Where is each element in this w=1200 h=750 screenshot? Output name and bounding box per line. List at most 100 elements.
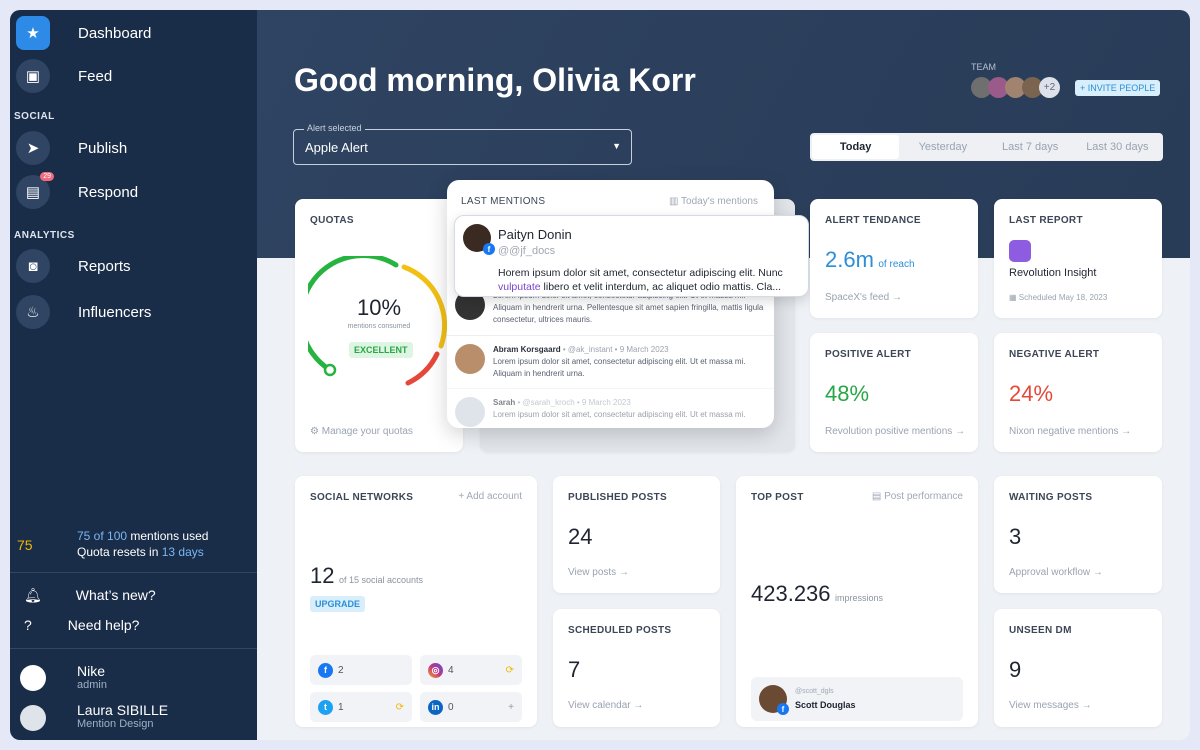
card-title: PUBLISHED POSTS: [568, 492, 667, 503]
manage-quotas-link[interactable]: ⚙ Manage your quotas: [310, 426, 413, 437]
spacex-feed-link[interactable]: SpaceX's feed →: [825, 292, 902, 303]
gauge-green: [308, 256, 399, 373]
card-title: ALERT TENDANCE: [825, 215, 921, 226]
network-linkedin[interactable]: in 0 +: [420, 692, 522, 722]
linkedin-icon: in: [428, 699, 443, 715]
label: Influencers: [78, 303, 152, 321]
mention-date: 9 March 2023: [619, 345, 669, 354]
facebook-icon: f: [318, 662, 333, 678]
count: 4: [448, 664, 454, 676]
chevron-down-icon: ▼: [612, 141, 621, 151]
sync-icon[interactable]: ⟳: [395, 701, 404, 713]
send-icon: ➤: [16, 131, 50, 165]
app-window: ★ Dashboard ▣ Feed SOCIAL ➤ Publish ▤ 29 Resp…: [10, 10, 1190, 740]
sidebar-item-influencers[interactable]: ♨ Influencers: [16, 295, 151, 329]
add-icon[interactable]: +: [508, 701, 514, 713]
count: 0: [448, 701, 454, 713]
view-messages-link[interactable]: View messages →: [1009, 700, 1092, 711]
mention-name: Sarah: [493, 398, 516, 407]
team-avatars[interactable]: +2: [971, 77, 1060, 98]
mention-item[interactable]: Abram Korsgaard • @ak_instant • 9 March …: [447, 335, 774, 388]
user-profile[interactable]: Laura SIBILLE Mention Design: [77, 702, 168, 730]
card-title: UNSEEN DM: [1009, 625, 1072, 636]
todays-mentions-link[interactable]: ▥ Today's mentions: [669, 196, 758, 207]
unseen-dm-card: UNSEEN DM 9 View messages →: [994, 609, 1162, 727]
negative-mentions-link[interactable]: Nixon negative mentions →: [1009, 426, 1132, 437]
mention-text: Lorem ipsum dolor sit amet, consectetur …: [493, 410, 746, 419]
mention-handle: @ak_instant: [567, 345, 613, 354]
impressions-unit: impressions: [834, 593, 883, 603]
tab-yesterday[interactable]: Yesterday: [918, 141, 968, 153]
text: libero et velit interdum, ac aliquet odi…: [540, 281, 782, 293]
quota-used: 75 of 100: [77, 529, 128, 543]
alert-select[interactable]: Alert selected Apple Alert ▼: [293, 123, 632, 165]
reach-unit: of reach: [878, 259, 915, 270]
tab-today[interactable]: Today: [812, 135, 900, 159]
count: 1: [338, 701, 344, 713]
author-name: Scott Douglas: [795, 700, 856, 710]
sidebar-item-feed[interactable]: ▣ Feed: [16, 59, 112, 93]
whats-new-link[interactable]: 🔔︎ What’s new?: [24, 587, 156, 604]
highlight: vulputate: [498, 281, 541, 293]
social-networks-card: SOCIAL NETWORKS + Add account 12 of 15 s…: [295, 476, 537, 727]
card-title: SOCIAL NETWORKS: [310, 492, 414, 503]
card-title: LAST MENTIONS: [461, 196, 546, 207]
top-post-author[interactable]: f @scott_dgls Scott Douglas: [751, 677, 963, 721]
positive-alert-card: POSITIVE ALERT 48% Revolution positive m…: [810, 333, 978, 452]
last-report-card: LAST REPORT Revolution Insight ▦ Schedul…: [994, 199, 1162, 318]
sidebar-item-dashboard[interactable]: ★ Dashboard: [16, 16, 151, 50]
scheduled-value: 7: [568, 657, 581, 682]
quota-used-suffix: mentions used: [127, 529, 209, 543]
mention-item[interactable]: Sarah • @sarah_kroch • 9 March 2023 Lorem…: [447, 388, 774, 428]
top-post-card: TOP POST ▤ Post performance 423.236 impr…: [736, 476, 978, 727]
approval-workflow-link[interactable]: Approval workflow →: [1009, 567, 1103, 578]
network-instagram[interactable]: ◎ 4 ⟳: [420, 655, 522, 685]
avatar: [455, 397, 485, 427]
post-performance-link[interactable]: ▤ Post performance: [871, 491, 963, 502]
page-title: Good morning, Olivia Korr: [294, 62, 696, 98]
avatar: [1022, 77, 1043, 98]
flame-icon: ♨: [16, 295, 50, 329]
quota-sub: mentions consumed: [347, 323, 411, 330]
invite-people-button[interactable]: + INVITE PEOPLE: [1075, 80, 1161, 96]
featured-mention[interactable]: f Paityn Donin @@jf_docs Horem ipsum dol…: [454, 215, 809, 297]
upgrade-button[interactable]: UPGRADE: [310, 596, 366, 612]
quota-gauge: [308, 256, 448, 386]
gauge-red: [405, 351, 440, 386]
respond-badge: 29: [40, 172, 54, 181]
team-label: TEAM: [971, 62, 997, 72]
view-calendar-link[interactable]: View calendar →: [568, 700, 644, 711]
negative-value: 24%: [1009, 381, 1054, 406]
sidebar-item-respond[interactable]: ▤ 29 Respond: [16, 172, 138, 209]
network-twitter[interactable]: t 1 ⟳: [310, 692, 412, 722]
view-posts-link[interactable]: View posts →: [568, 567, 629, 578]
alert-select-label: Alert selected: [304, 123, 365, 133]
sidebar-item-publish[interactable]: ➤ Publish: [16, 131, 127, 165]
mention-text: Lorem ipsum dolor sit amet, consectetur …: [493, 357, 746, 378]
sidebar-item-reports[interactable]: ◙ Reports: [16, 249, 131, 283]
tab-last-30-days[interactable]: Last 30 days: [1086, 141, 1149, 153]
card-title: LAST REPORT: [1009, 215, 1083, 226]
report-name[interactable]: Revolution Insight: [1009, 267, 1097, 279]
help-link[interactable]: ? Need help?: [24, 617, 139, 633]
label: Reports: [78, 257, 131, 275]
label: Feed: [78, 67, 113, 85]
mention-text: Horem ipsum dolor sit amet, consectetur …: [498, 266, 802, 294]
account-switcher[interactable]: Nike admin: [77, 663, 107, 691]
label: Manage your quotas: [321, 426, 413, 437]
user-org: Mention Design: [77, 718, 154, 730]
published-value: 24: [568, 524, 593, 549]
divider: [10, 648, 257, 649]
add-account-button[interactable]: + Add account: [458, 491, 522, 502]
account-name: Nike: [77, 663, 106, 679]
tab-last-7-days[interactable]: Last 7 days: [1001, 141, 1059, 153]
waiting-posts-card: WAITING POSTS 3 Approval workflow →: [994, 476, 1162, 593]
sync-icon[interactable]: ⟳: [505, 664, 514, 676]
quota-count: 75: [17, 537, 33, 553]
quota-percent: 10%: [356, 295, 402, 320]
positive-mentions-link[interactable]: Revolution positive mentions →: [825, 426, 966, 437]
label: Dashboard: [78, 24, 152, 42]
section-social: SOCIAL: [14, 111, 55, 122]
mention-handle: @sarah_kroch: [522, 398, 575, 407]
